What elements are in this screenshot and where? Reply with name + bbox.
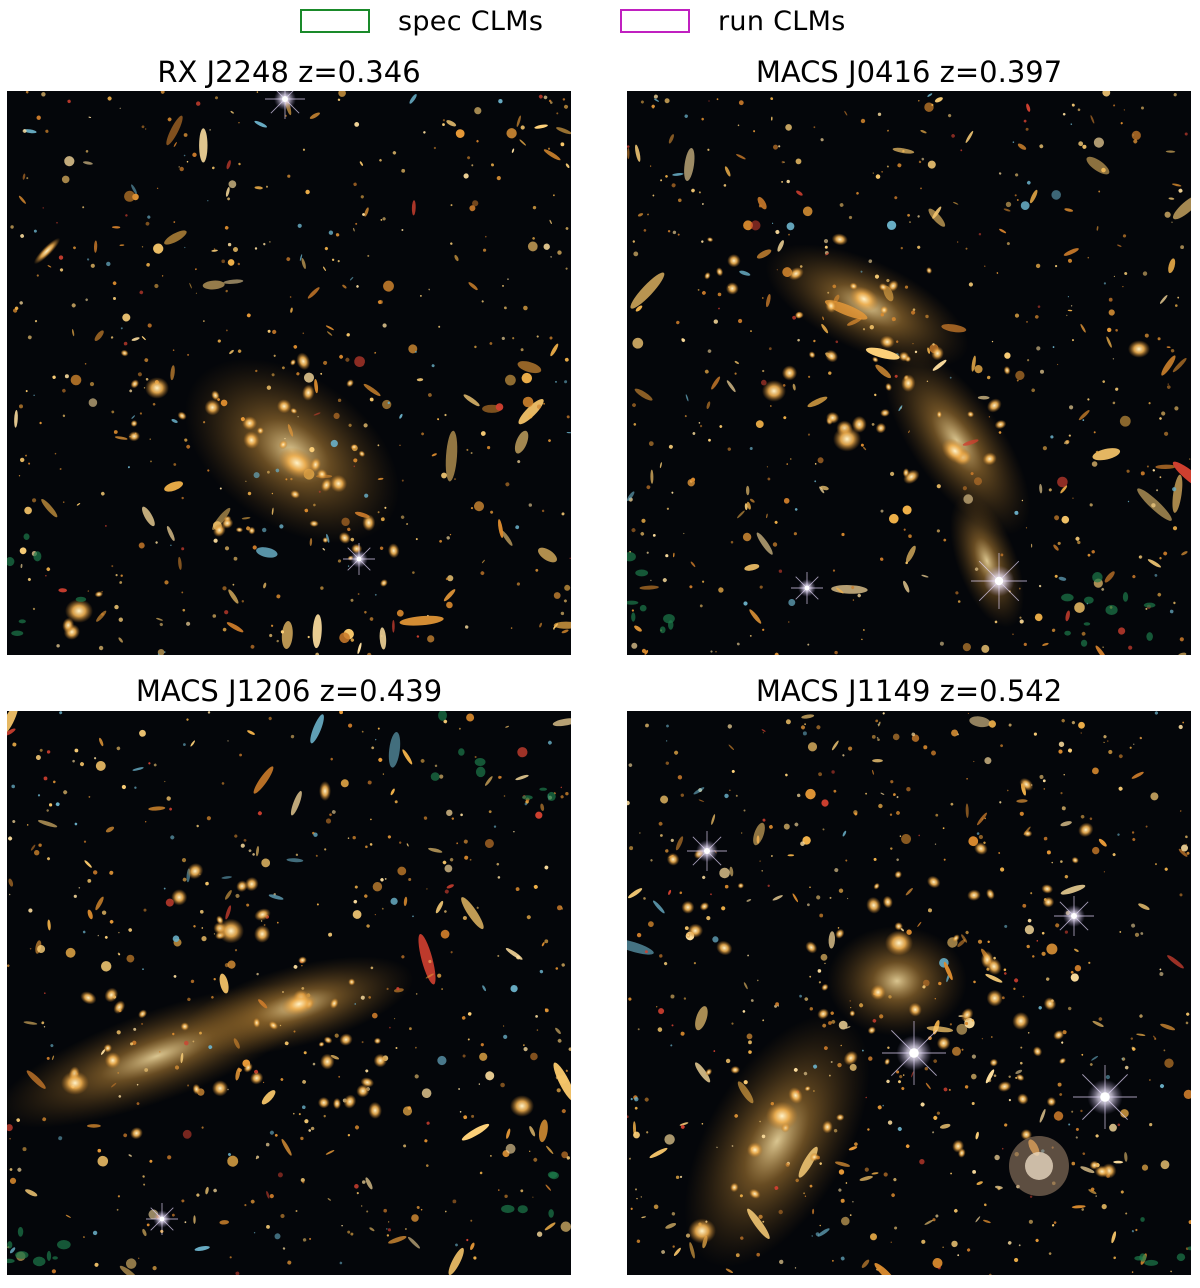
legend-item-run: run CLMs — [620, 5, 846, 37]
galaxy-cluster-image — [7, 91, 571, 655]
galaxy-cluster-image — [627, 711, 1191, 1275]
panel-title-macsj1206: MACS J1206 z=0.439 — [135, 674, 443, 708]
panel-macsj0416 — [627, 91, 1191, 655]
panel-macsj1149 — [627, 711, 1191, 1275]
legend-label-spec: spec CLMs — [398, 5, 544, 37]
legend-swatch-run — [620, 9, 690, 33]
panel-title-macsj1149: MACS J1149 z=0.542 — [755, 674, 1063, 708]
galaxy-cluster-image — [7, 711, 571, 1275]
legend-label-run: run CLMs — [718, 5, 846, 37]
panel-rxj2248 — [7, 91, 571, 655]
legend: spec CLMs run CLMs — [0, 0, 1200, 44]
panel-title-rxj2248: RX J2248 z=0.346 — [157, 55, 421, 89]
legend-swatch-spec — [300, 9, 370, 33]
legend-item-spec: spec CLMs — [300, 5, 544, 37]
panel-title-macsj0416: MACS J0416 z=0.397 — [755, 55, 1063, 89]
galaxy-cluster-image — [627, 91, 1191, 655]
panel-macsj1206 — [7, 711, 571, 1275]
